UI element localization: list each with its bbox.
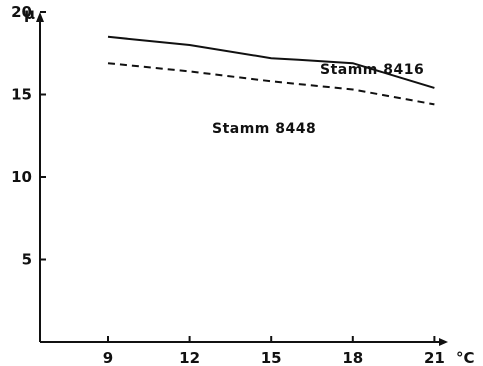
y-tick-label: 5 [22,251,32,269]
series-label-stamm-8448: Stamm 8448 [212,121,316,137]
series-line-stamm-8416 [107,35,435,89]
series-line-stamm-8448 [107,62,435,106]
series-label-stamm-8416: Stamm 8416 [320,62,424,78]
x-tick-label: 9 [103,349,113,366]
y-tick-label: 10 [11,168,32,186]
x-axis-arrow [439,338,448,346]
x-tick-label: 12 [179,349,200,366]
x-tick-label: 18 [342,349,363,366]
y-axis-unit-label: μ [24,5,35,23]
y-ticks: 5 10 15 20 [11,3,46,269]
x-axis-unit-label: °C [456,349,475,366]
y-tick-label: 15 [11,86,32,104]
x-ticks: 9 12 15 18 21 [103,336,445,366]
y-axis-arrow [36,12,44,22]
x-tick-label: 15 [261,349,282,366]
y-axis: μ [24,5,44,342]
x-tick-label: 21 [424,349,445,366]
x-axis: °C [40,338,475,366]
series-labels: Stamm 8416 Stamm 8448 [212,62,424,137]
y-tick-label: 20 [11,3,32,21]
series-group [107,35,435,106]
